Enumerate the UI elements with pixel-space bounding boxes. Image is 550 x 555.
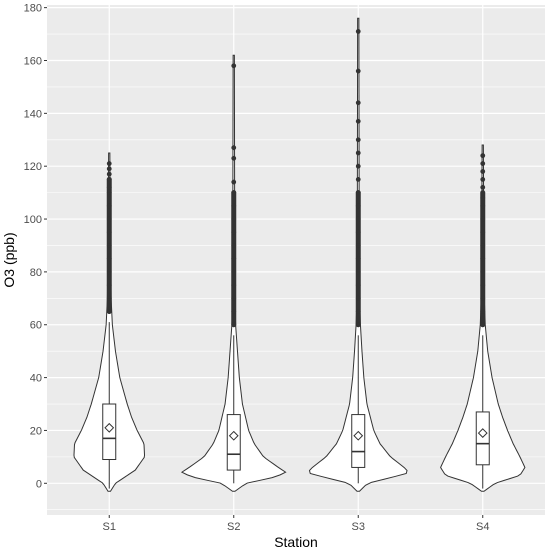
outlier-point xyxy=(480,153,486,159)
outlier-point xyxy=(480,195,486,201)
outlier-point xyxy=(355,190,361,196)
y-tick-label: 120 xyxy=(24,161,42,173)
outlier-point xyxy=(355,29,361,34)
mean-marker xyxy=(228,430,239,441)
y-axis-title: O3 (ppb) xyxy=(1,232,17,287)
outlier-point xyxy=(355,216,361,222)
x-tick-label: S3 xyxy=(352,521,365,533)
y-tick-label: 100 xyxy=(24,214,42,226)
outlier-point xyxy=(106,309,112,314)
violin-S2 xyxy=(180,54,287,492)
outlier-point xyxy=(106,256,112,262)
violins xyxy=(73,17,526,492)
outlier-point xyxy=(106,269,112,275)
y-tick-label: 0 xyxy=(36,478,42,490)
outlier-point xyxy=(355,150,361,156)
outlier-point xyxy=(480,295,486,301)
x-tick-label: S1 xyxy=(103,521,116,533)
outlier-point xyxy=(106,171,112,177)
axis-ticks: 0 20 40 60 80 100 120 140 160 180 S1 S2 S3 S4 xyxy=(24,3,490,533)
outlier-point xyxy=(355,243,361,248)
outlier-point xyxy=(231,216,237,222)
outlier-point xyxy=(355,100,361,106)
violin-S4 xyxy=(440,144,526,492)
y-tick-label: 180 xyxy=(24,3,42,15)
outlier-point xyxy=(480,282,486,288)
outlier-point xyxy=(231,190,237,196)
outlier-point xyxy=(106,243,112,248)
outlier-point xyxy=(355,68,361,74)
y-tick-label: 140 xyxy=(24,108,42,120)
outlier-point xyxy=(480,229,486,235)
box-iqr xyxy=(351,414,366,468)
y-tick-label: 60 xyxy=(30,320,42,332)
outlier-point xyxy=(480,216,486,222)
outlier-point xyxy=(231,309,237,314)
outlier-point xyxy=(231,282,237,288)
outlier-point xyxy=(480,184,486,190)
outlier-point xyxy=(231,269,237,275)
outlier-point xyxy=(106,216,112,222)
outlier-point xyxy=(231,155,237,161)
outlier-point xyxy=(355,177,361,182)
outlier-point xyxy=(231,322,237,328)
outlier-point xyxy=(106,161,112,166)
x-tick-label: S4 xyxy=(476,521,489,533)
outlier-point xyxy=(106,282,112,288)
outlier-point xyxy=(355,163,361,169)
outlier-point xyxy=(106,203,112,209)
outlier-point xyxy=(231,179,237,185)
box-iqr xyxy=(475,411,490,466)
y-tick-label: 20 xyxy=(30,425,42,437)
mean-marker xyxy=(477,428,488,438)
outlier-point xyxy=(231,63,237,69)
outlier-point xyxy=(355,269,361,275)
outlier-point xyxy=(480,269,486,275)
outlier-point xyxy=(106,229,112,235)
x-tick-label: S2 xyxy=(227,521,240,533)
outlier-point xyxy=(480,309,486,314)
outlier-point xyxy=(106,190,112,196)
outlier-point xyxy=(231,229,237,235)
outlier-point xyxy=(355,256,361,262)
outlier-point xyxy=(106,184,112,190)
x-axis-title: Station xyxy=(274,534,318,550)
y-tick-label: 160 xyxy=(24,55,42,67)
outlier-point xyxy=(231,243,237,248)
outlier-point xyxy=(231,145,237,151)
outlier-point xyxy=(480,203,486,209)
outlier-point xyxy=(355,309,361,314)
mean-marker xyxy=(353,430,364,441)
y-tick-label: 80 xyxy=(30,267,42,279)
y-tick-label: 40 xyxy=(30,373,42,385)
outlier-point xyxy=(231,256,237,262)
outlier-point xyxy=(355,203,361,209)
outlier-point xyxy=(355,295,361,301)
outlier-point xyxy=(480,169,486,174)
violin-S3 xyxy=(308,17,408,492)
outlier-point xyxy=(231,203,237,209)
outlier-point xyxy=(480,161,486,166)
outlier-point xyxy=(231,295,237,301)
outlier-point xyxy=(106,166,112,172)
outlier-point xyxy=(355,137,361,143)
mean-marker xyxy=(104,422,115,433)
outlier-point xyxy=(480,243,486,248)
outlier-point xyxy=(480,177,486,182)
outlier-point xyxy=(480,322,486,328)
outlier-point xyxy=(355,118,361,124)
outlier-point xyxy=(355,322,361,328)
outlier-point xyxy=(355,229,361,235)
outlier-point xyxy=(480,256,486,262)
violin-S1 xyxy=(73,152,146,492)
box-iqr xyxy=(226,414,241,471)
outlier-point xyxy=(106,177,112,182)
outlier-point xyxy=(106,295,112,301)
outlier-point xyxy=(355,282,361,288)
